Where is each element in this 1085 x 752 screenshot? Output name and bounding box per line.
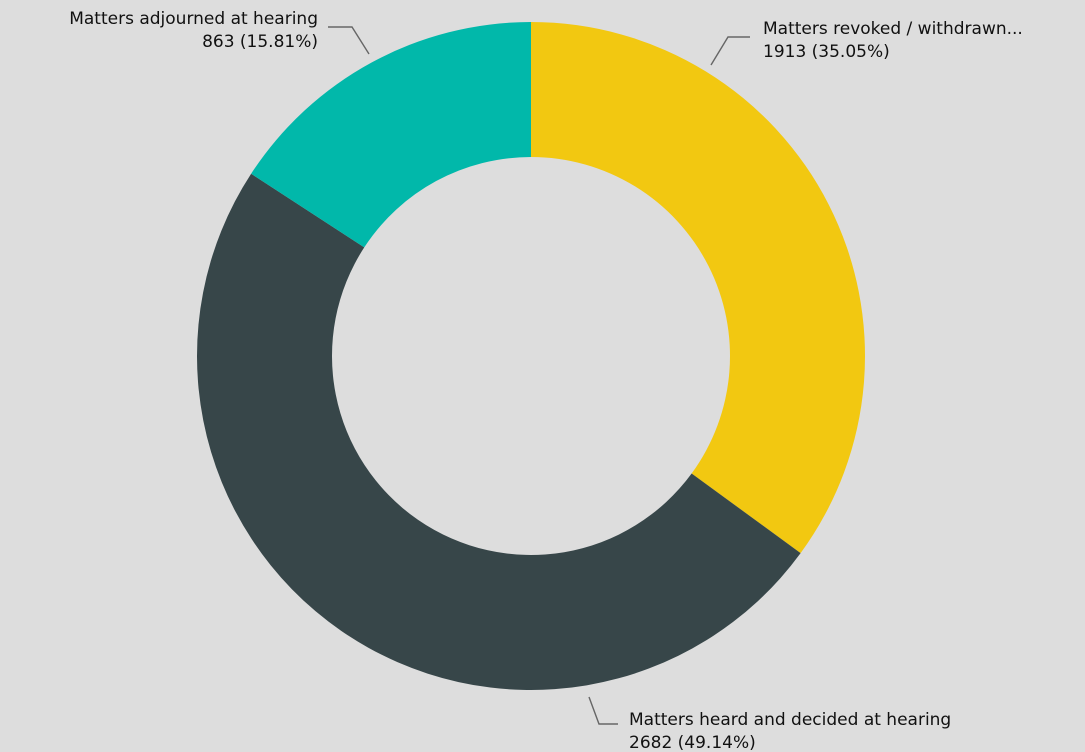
slice-heard[interactable] — [197, 173, 801, 690]
slice-adjourned[interactable] — [251, 22, 532, 248]
leaders-layer — [328, 26, 750, 725]
slice-label-heard: Matters heard and decided at hearing — [629, 710, 951, 730]
leader-line-revoked — [710, 36, 750, 66]
slice-label-revoked: Matters revoked / withdrawn... — [763, 19, 1023, 39]
slice-label-adjourned: Matters adjourned at hearing — [69, 9, 318, 29]
slice-value-revoked: 1913 (35.05%) — [763, 42, 890, 62]
slice-value-adjourned: 863 (15.81%) — [202, 32, 318, 52]
labels-layer: Matters revoked / withdrawn... 1913 (35.… — [69, 9, 1023, 752]
slice-revoked[interactable] — [531, 22, 865, 554]
slice-value-heard: 2682 (49.14%) — [629, 733, 756, 752]
leader-line-adjourned — [328, 26, 370, 55]
slices-layer — [197, 22, 865, 690]
leader-line-heard — [588, 696, 618, 725]
